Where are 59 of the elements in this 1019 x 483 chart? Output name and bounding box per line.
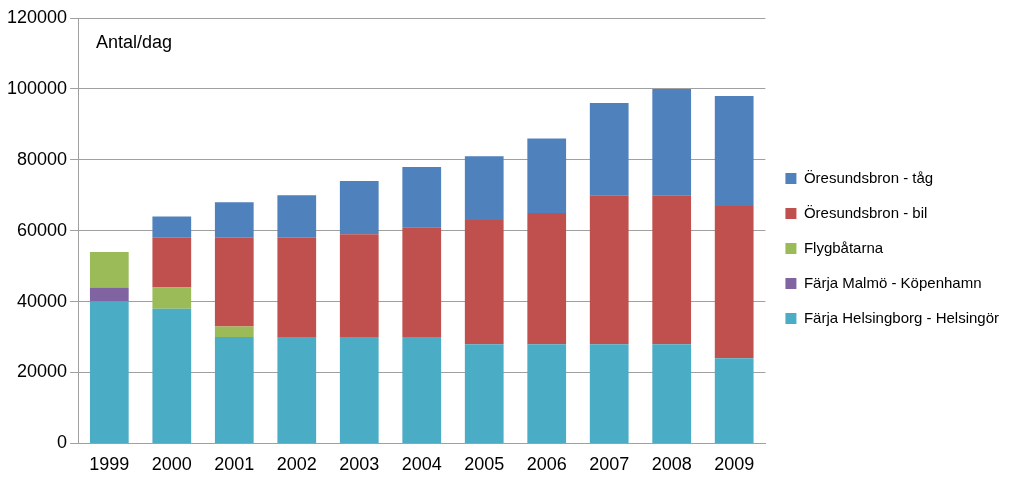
y-tick-label: 40000 [17,290,68,311]
bar [152,308,192,443]
bar [652,344,692,443]
x-tick-label: 2004 [401,454,442,475]
bar [402,166,442,228]
bar [152,216,192,238]
bar [714,95,754,206]
bar [152,237,192,288]
y-tick-label: 60000 [17,219,68,240]
bar [652,88,692,196]
y-tick-label: 0 [57,432,68,453]
bar [339,234,379,338]
bar [527,138,567,213]
bar [402,227,442,338]
legend-label: Färja Helsingborg - Helsingör [803,308,1000,326]
y-tick-label: 80000 [17,148,68,169]
annotation: Antal/dag [96,31,173,52]
bar [89,251,129,288]
bar [464,220,504,345]
x-tick-label: 2001 [214,454,255,475]
bar [339,337,379,443]
bar [89,287,129,302]
x-tick-label: 2000 [151,454,192,475]
x-tick-label: 2003 [339,454,380,475]
x-tick-label: 2007 [589,454,630,475]
x-tick-label: 2008 [651,454,692,475]
bar [464,156,504,221]
x-tick-label: 2002 [276,454,317,475]
bar [277,337,317,443]
x-tick-label: 2005 [464,454,505,475]
bar [89,301,129,443]
y-tick-label: 120000 [6,6,68,27]
bar [652,195,692,345]
legend-label: Öresundsbron - bil [803,203,928,221]
bar [339,181,379,235]
bar [402,337,442,443]
bar [214,337,254,443]
bar [464,344,504,443]
bar [277,195,317,238]
bar [214,237,254,327]
bar [152,287,192,309]
bar [214,202,254,238]
y-tick-label: 20000 [17,361,68,382]
x-tick-label: 2006 [526,454,567,475]
legend-label: Färja Malmö - Köpenhamn [803,273,982,291]
bar [277,237,317,338]
bar [714,358,754,443]
bar [714,205,754,359]
x-tick-label: 1999 [89,454,130,475]
bar [589,344,629,443]
bar [527,344,567,443]
legend-label: Flygbåtarna [803,238,884,256]
legend-label: Öresundsbron - tåg [803,168,934,186]
bar [589,103,629,196]
x-tick-label: 2009 [714,454,755,475]
bar [527,212,567,345]
bar [589,195,629,345]
bar [214,326,254,338]
y-tick-label: 100000 [6,77,68,98]
